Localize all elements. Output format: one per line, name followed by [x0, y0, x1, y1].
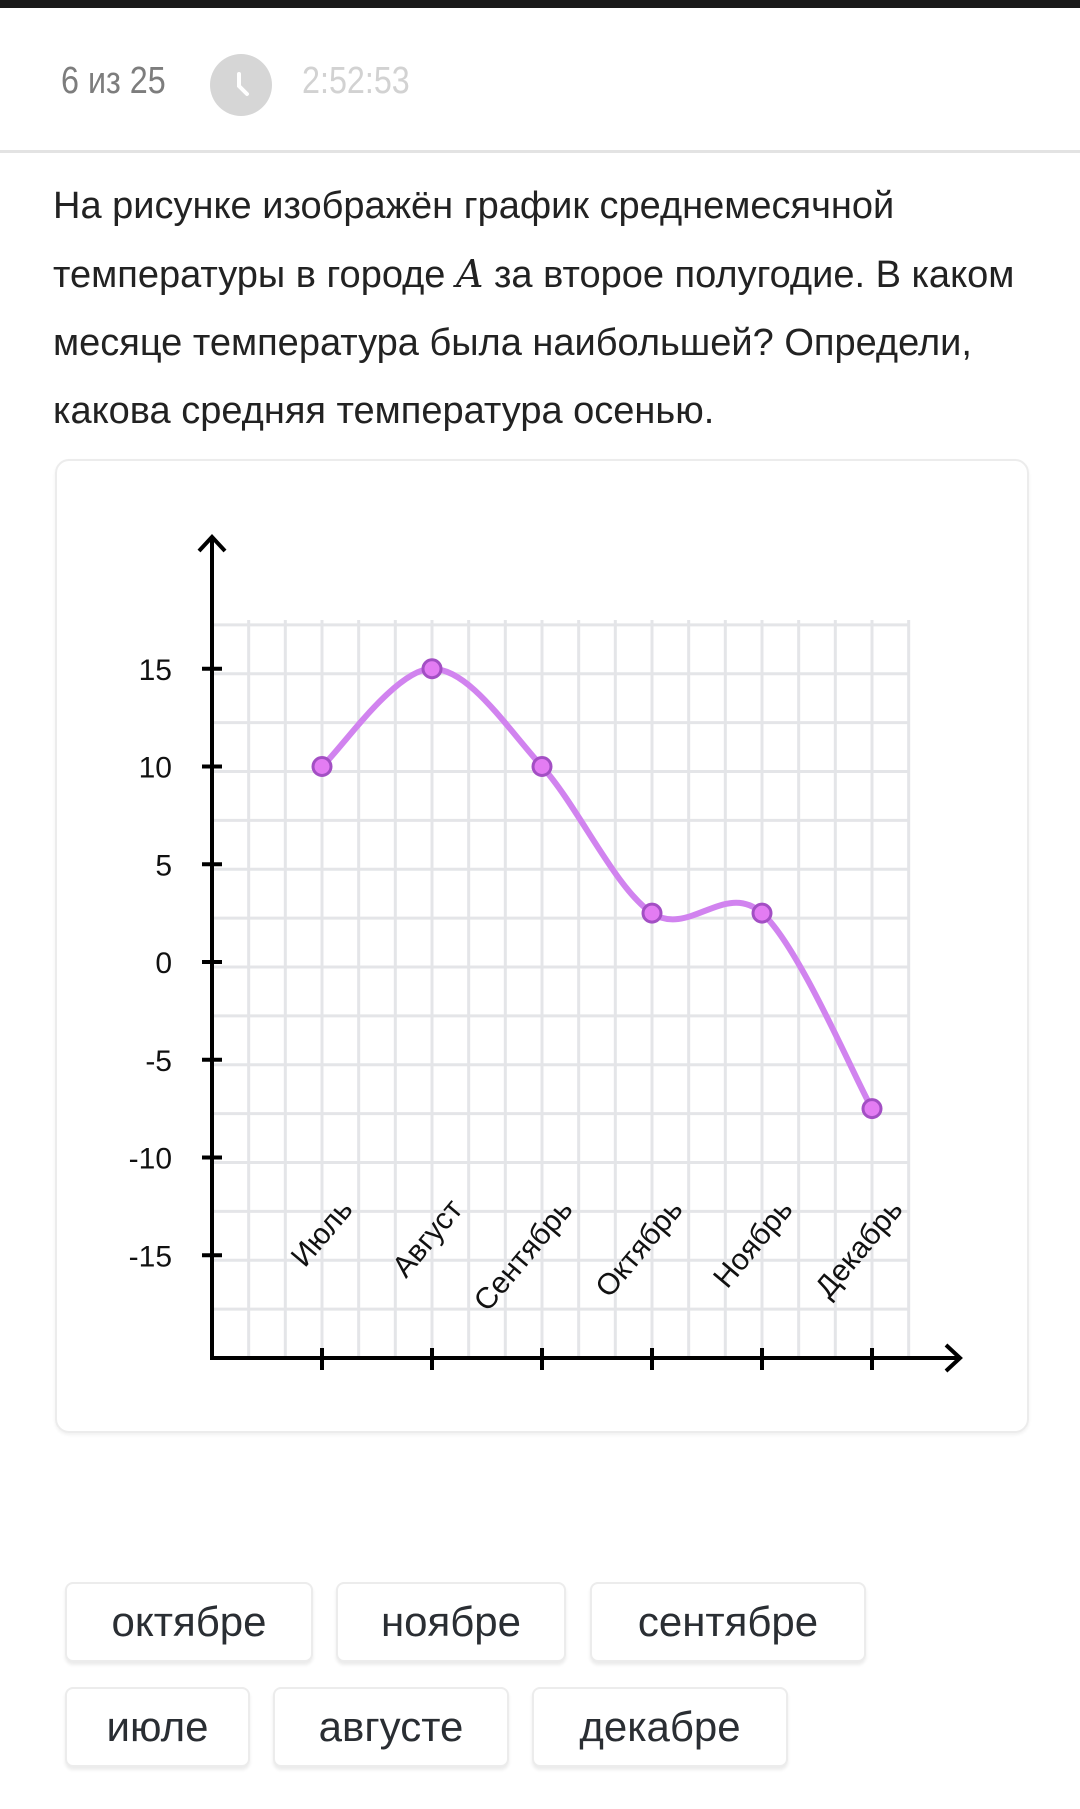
option-november[interactable]: ноябре — [336, 1582, 566, 1662]
clock-icon — [210, 54, 272, 116]
option-august[interactable]: августе — [273, 1687, 509, 1767]
x-tick-label: Август — [386, 1193, 469, 1284]
y-tick-label: -10 — [129, 1143, 172, 1176]
y-tick-label: -5 — [145, 1045, 172, 1078]
data-point — [531, 756, 553, 777]
y-axis-arrow-icon — [197, 534, 227, 553]
chart-card — [55, 459, 1029, 1433]
question-text: На рисунке изображён график среднемесячн… — [53, 172, 1043, 445]
question-counter: 6 из 25 — [61, 60, 166, 102]
data-point — [751, 902, 773, 924]
x-tick-label: Ноябрь — [707, 1193, 799, 1294]
data-point — [641, 902, 663, 924]
y-tick-label: 10 — [139, 752, 172, 785]
quiz-header: 6 из 25 2:52:53 — [0, 8, 1080, 153]
y-tick-label: 5 — [155, 849, 172, 882]
y-tick-label: 0 — [155, 947, 172, 980]
data-point — [421, 658, 443, 680]
status-bar — [0, 0, 1080, 8]
question-part-2: за второе полугодие. В каком месяце темп… — [53, 254, 1015, 432]
x-tick-label: Октябрь — [589, 1193, 689, 1303]
timer: 2:52:53 — [302, 60, 410, 102]
option-october[interactable]: октябре — [65, 1582, 313, 1662]
option-september[interactable]: сентябре — [590, 1582, 866, 1662]
temperature-line — [319, 665, 875, 1112]
data-point — [311, 756, 333, 777]
question-part-1: На рисунке изображён график среднемесячн… — [53, 185, 895, 296]
option-july[interactable]: июле — [65, 1687, 250, 1767]
y-tick-label: -15 — [129, 1240, 172, 1273]
option-december[interactable]: декабре — [532, 1687, 788, 1767]
data-point — [861, 1098, 883, 1120]
question-variable: A — [456, 252, 484, 296]
y-tick-label: 15 — [139, 654, 172, 687]
x-axis-arrow-icon — [944, 1343, 963, 1373]
